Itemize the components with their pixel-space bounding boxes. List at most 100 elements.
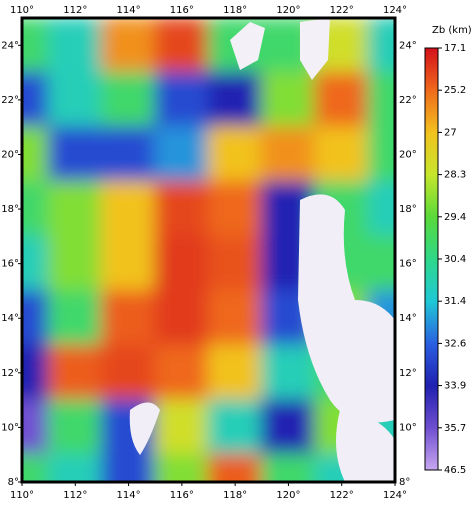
colorbar-tick-label: 46.5 (444, 465, 466, 476)
heatmap-cell (22, 18, 50, 74)
heatmap-cell (260, 344, 317, 402)
heatmap-cell (154, 289, 210, 347)
heatmap-cell (22, 289, 50, 347)
heatmap-cell (260, 453, 317, 482)
heatmap-cell (207, 399, 263, 456)
colorbar-segment (425, 216, 438, 260)
y-tick-label: 18° (1, 204, 19, 215)
heatmap-cell (260, 126, 317, 183)
y-tick-label-right: 22° (399, 95, 417, 106)
heatmap-cell (100, 126, 157, 183)
colorbar-segment (425, 343, 438, 387)
x-tick-label-top: 120° (276, 5, 300, 16)
heatmap-cell (47, 126, 103, 183)
y-tick-label: 22° (1, 95, 19, 106)
colorbar-segment (425, 427, 438, 471)
colorbar-tick-label: 17.1 (444, 43, 466, 54)
heatmap-cell (22, 71, 50, 129)
heatmap-cell (47, 71, 103, 129)
map-frame (20, 16, 397, 484)
x-tick-label: 118° (223, 490, 247, 501)
colorbar-tick-label: 28.3 (444, 170, 466, 181)
colorbar-tick-label: 32.6 (444, 338, 466, 349)
heatmap-cell (207, 71, 263, 129)
heatmap-cell (260, 71, 317, 129)
heatmap-cell (314, 126, 370, 183)
heatmap-cell (47, 453, 103, 482)
y-tick-label: 20° (1, 149, 19, 160)
heatmap-cell (22, 126, 50, 183)
y-tick-label: 8° (8, 477, 19, 488)
colorbar-segment (425, 301, 438, 344)
y-tick-label-right: 16° (399, 259, 417, 270)
heatmap-cell (100, 344, 157, 402)
x-tick-label-top: 110° (10, 5, 34, 16)
heatmap-cell (367, 235, 395, 292)
x-tick-label-top: 122° (330, 5, 354, 16)
heatmap-cell (367, 126, 395, 183)
colorbar-tick-label: 27 (444, 127, 457, 138)
heatmap-cell (367, 18, 395, 74)
x-tick-label-top: 116° (170, 5, 194, 16)
heatmap-cell (22, 235, 50, 292)
heatmap-cell (47, 344, 103, 402)
heatmap-cell (154, 18, 210, 74)
x-tick-label-top: 114° (117, 5, 141, 16)
heatmap-cell (260, 399, 317, 456)
colorbar-segment (425, 174, 438, 218)
x-tick-label-top: 118° (223, 5, 247, 16)
x-tick-label: 124° (383, 490, 407, 501)
colorbar-tick-label: 30.4 (444, 254, 466, 265)
land (300, 18, 330, 80)
colorbar-tick-label: 33.9 (444, 381, 466, 392)
y-tick-label-right: 12° (399, 368, 417, 379)
y-tick-label: 10° (1, 422, 19, 433)
heatmap-cell (207, 453, 263, 482)
heatmap-cell (154, 71, 210, 129)
heatmap-cell (367, 180, 395, 238)
heatmap-cell (100, 235, 157, 292)
heatmap-cell (100, 180, 157, 238)
heatmap-cell (154, 126, 210, 183)
y-tick-label: 12° (1, 368, 19, 379)
heatmap-cell (100, 71, 157, 129)
heatmap-cell (47, 235, 103, 292)
heatmap-cell (22, 399, 50, 456)
heatmap-cell (367, 71, 395, 129)
x-tick-label-top: 124° (383, 5, 407, 16)
heatmap-cell (100, 289, 157, 347)
x-tick-label: 120° (276, 490, 300, 501)
y-tick-label-right: 10° (399, 422, 417, 433)
heatmap-cell (100, 453, 157, 482)
y-tick-label: 14° (1, 313, 19, 324)
heatmap-cell (47, 399, 103, 456)
land-masks (129, 18, 395, 482)
heatmap-cell (47, 180, 103, 238)
heatmap-cell (207, 180, 263, 238)
colorbar-segment (425, 385, 438, 429)
heatmap-cell (22, 453, 50, 482)
x-tick-label: 122° (330, 490, 354, 501)
y-tick-label: 24° (1, 40, 19, 51)
heatmap-cell (207, 289, 263, 347)
heatmap-cell (207, 126, 263, 183)
y-tick-label-right: 8° (399, 477, 410, 488)
heatmap-cell (47, 18, 103, 74)
y-tick-label-right: 14° (399, 313, 417, 324)
heatmap-cell (47, 289, 103, 347)
x-tick-label: 114° (117, 490, 141, 501)
y-tick-label-right: 24° (399, 40, 417, 51)
colorbar-segment (425, 259, 438, 302)
land (336, 410, 395, 482)
colorbar-tick-label: 29.4 (444, 212, 466, 223)
colorbar-label: Zb (km) (432, 25, 472, 36)
heatmap-cell (22, 344, 50, 402)
colorbar-tick-label: 31.4 (444, 296, 466, 307)
y-tick-label: 16° (1, 259, 19, 270)
heatmap-cell (154, 453, 210, 482)
heatmap-cell (154, 399, 210, 456)
heatmap-cell (154, 180, 210, 238)
heatmap-cell (207, 235, 263, 292)
colorbar-segment (425, 90, 438, 133)
